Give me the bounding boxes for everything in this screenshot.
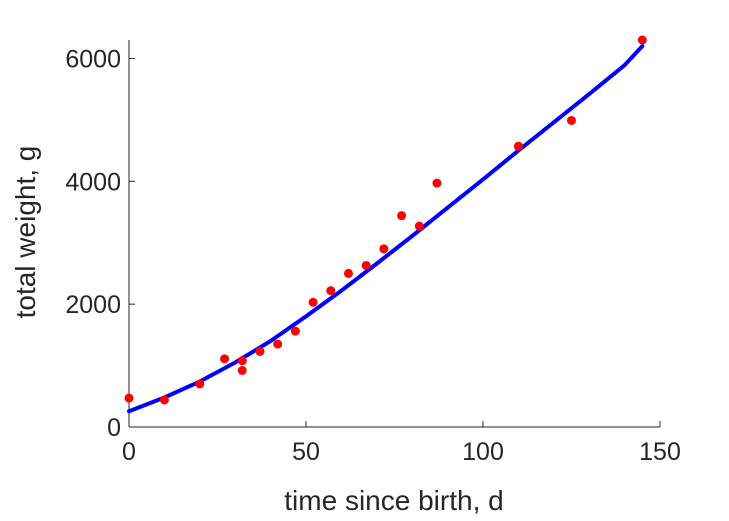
data-point xyxy=(195,379,205,389)
fit-curve-layer xyxy=(127,44,645,414)
axes xyxy=(128,40,660,428)
data-points-layer xyxy=(124,35,647,405)
data-point xyxy=(414,221,424,231)
x-tick-label: 50 xyxy=(292,438,320,466)
data-point xyxy=(326,286,336,296)
data-point xyxy=(124,393,134,403)
tick-group: 0 50 100 150 0 2000 4000 6000 xyxy=(65,45,680,466)
data-point xyxy=(237,365,247,375)
data-point xyxy=(397,211,407,221)
data-point xyxy=(379,244,389,254)
y-axis-label: total weight, g xyxy=(10,146,41,319)
x-tick-label: 0 xyxy=(122,438,136,466)
y-tick-label: 2000 xyxy=(65,291,121,319)
x-tick-label: 150 xyxy=(639,438,681,466)
data-point xyxy=(308,297,318,307)
data-point xyxy=(637,35,647,45)
fit-curve xyxy=(127,44,645,414)
y-tick-label: 4000 xyxy=(65,168,121,196)
data-point xyxy=(237,356,247,366)
data-point xyxy=(432,178,442,188)
x-axis-label: time since birth, d xyxy=(284,485,503,516)
data-point xyxy=(255,346,265,356)
x-tick-label: 100 xyxy=(462,438,504,466)
y-tick-label: 0 xyxy=(107,414,121,442)
data-point xyxy=(290,326,300,336)
data-point xyxy=(567,115,576,125)
data-point xyxy=(159,395,169,405)
data-point xyxy=(361,260,371,270)
data-point xyxy=(513,141,523,151)
data-point xyxy=(343,268,353,278)
data-point xyxy=(273,339,283,349)
y-tick-label: 6000 xyxy=(65,45,121,73)
data-point xyxy=(220,354,230,364)
